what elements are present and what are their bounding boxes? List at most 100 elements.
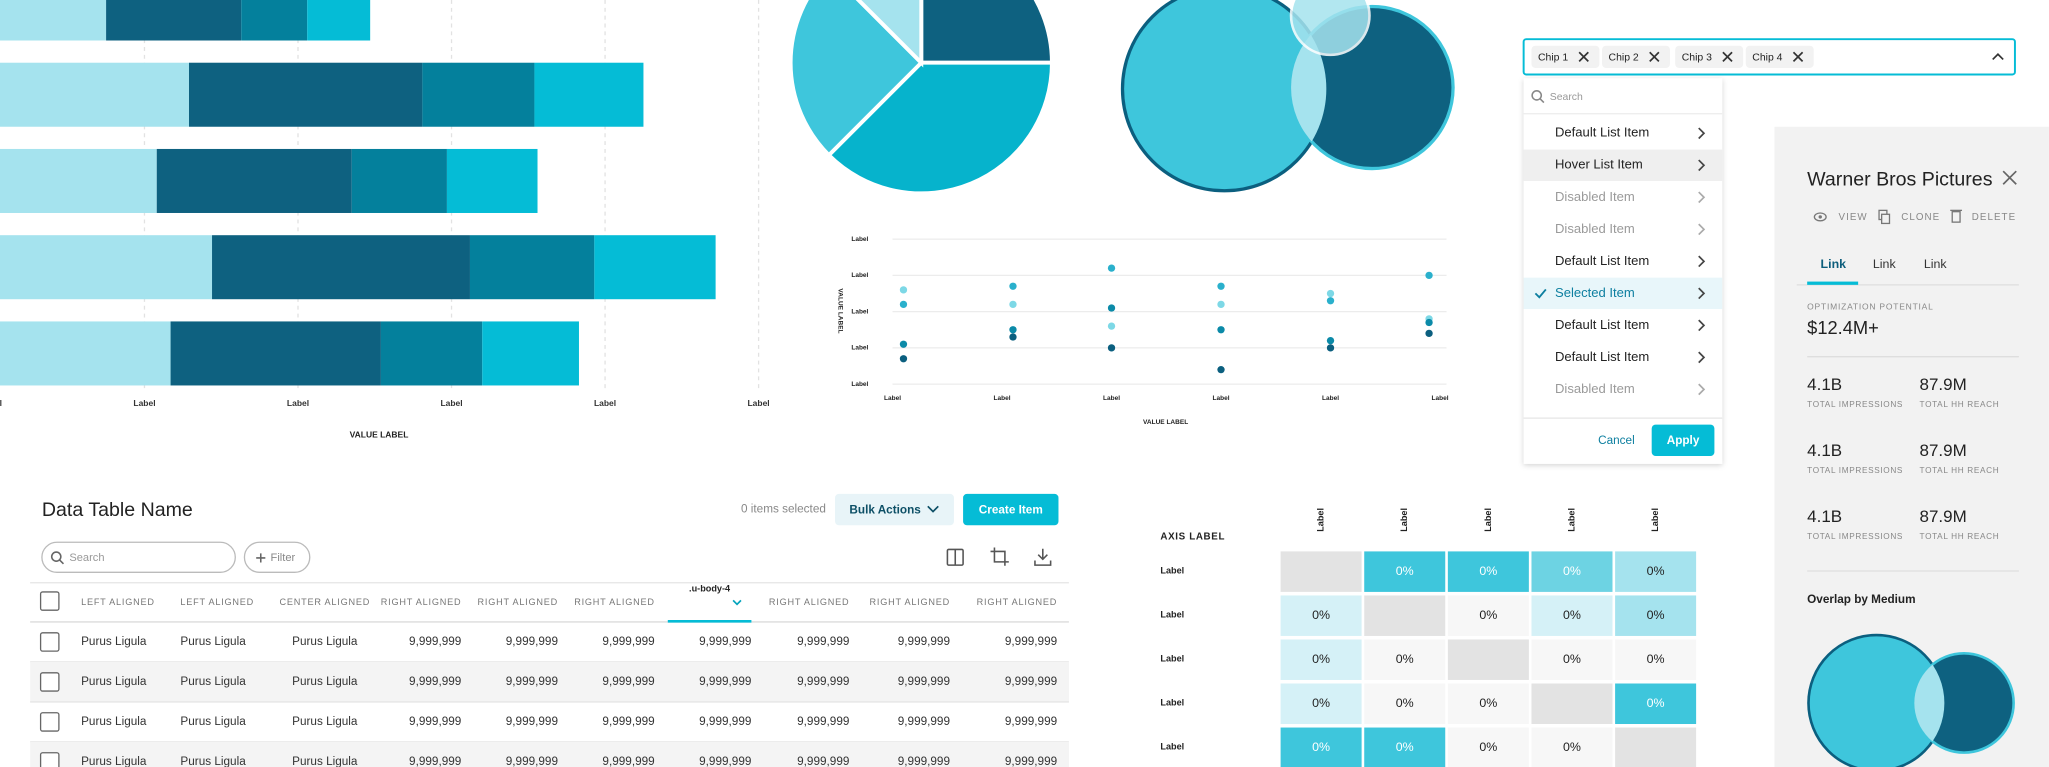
- scatter-point: [1326, 336, 1335, 345]
- venn-overlap: [1914, 653, 1945, 753]
- metric-label: TOTAL IMPRESSIONS: [1807, 532, 1903, 541]
- search-placeholder: Search: [1550, 92, 1583, 103]
- cell-label: 0%: [1563, 740, 1581, 754]
- y-tick-label: Label: [851, 236, 868, 243]
- chip[interactable]: [1675, 45, 1744, 68]
- heat-cell: [1615, 639, 1697, 680]
- column-header[interactable]: RIGHT ALIGNED: [574, 597, 655, 607]
- heat-cell: [1531, 595, 1613, 636]
- scatter-point: [1217, 326, 1225, 334]
- chip-label: Chip 2: [1609, 52, 1639, 63]
- checkbox[interactable]: [39, 632, 60, 652]
- list-item[interactable]: Default List Item: [1555, 349, 1649, 364]
- scatter-point: [1326, 344, 1335, 352]
- chevron-icon: [1698, 159, 1706, 172]
- table-cell: 9,999,999: [1005, 755, 1057, 767]
- tab[interactable]: Link: [1873, 257, 1897, 271]
- list-item[interactable]: Default List Item: [1555, 317, 1649, 332]
- column-header[interactable]: RIGHT ALIGNED: [478, 597, 559, 607]
- close-icon: [1649, 51, 1660, 63]
- apply-button[interactable]: [1651, 424, 1715, 457]
- list-item[interactable]: Hover List Item: [1555, 157, 1643, 172]
- selection-count: 0 items selected: [741, 503, 826, 516]
- tab[interactable]: Link: [1924, 257, 1948, 271]
- table-title: Data Table Name: [42, 499, 193, 521]
- table-cell: 9,999,999: [506, 755, 558, 767]
- table-cell: 9,999,999: [797, 675, 849, 688]
- column-header[interactable]: .u-body-4: [689, 584, 731, 594]
- cell-label: 0%: [1647, 608, 1665, 622]
- scatter-point: [899, 355, 908, 363]
- x-axis-label: VALUE LABEL: [350, 429, 409, 439]
- metric-label: TOTAL HH REACH: [1920, 466, 2000, 475]
- chip-label: Chip 3: [1682, 52, 1712, 63]
- column-header[interactable]: LEFT ALIGNED: [180, 597, 254, 607]
- table-cell: Purus Ligula: [81, 675, 147, 688]
- chevron-icon: [1698, 383, 1706, 396]
- filter-button[interactable]: [243, 541, 311, 573]
- column-header[interactable]: RIGHT ALIGNED: [977, 597, 1058, 607]
- checkbox[interactable]: [39, 672, 60, 692]
- list-item[interactable]: Default List Item: [1555, 125, 1649, 140]
- row-label: Label: [1160, 653, 1184, 663]
- create-button[interactable]: [963, 493, 1059, 526]
- action-link[interactable]: CLONE: [1901, 212, 1940, 223]
- table-cell: 9,999,999: [797, 755, 849, 767]
- action-link[interactable]: VIEW: [1839, 212, 1868, 223]
- pie-slice: [788, 0, 925, 158]
- search-input[interactable]: [41, 541, 236, 573]
- cancel-button[interactable]: Cancel: [1598, 434, 1635, 447]
- bar-segment: [241, 0, 308, 41]
- dropdown-panel: [1523, 78, 1723, 464]
- metric-label: TOTAL HH REACH: [1920, 400, 2000, 409]
- bar-segment: [351, 148, 447, 213]
- metric-value: 4.1B: [1807, 507, 1842, 526]
- table-cell: Purus Ligula: [292, 755, 358, 767]
- list-item[interactable]: Selected Item: [1555, 285, 1635, 300]
- chip[interactable]: [1745, 45, 1814, 68]
- tab-indicator: [1807, 281, 1859, 285]
- bar-segment: [0, 0, 107, 41]
- heat-cell: [1280, 595, 1362, 636]
- metric-value: 4.1B: [1807, 375, 1842, 394]
- x-tick-label: Label: [1103, 395, 1120, 402]
- table-cell: 9,999,999: [602, 635, 654, 648]
- checkbox[interactable]: [39, 752, 60, 767]
- y-axis-label: VALUE LABEL: [837, 288, 844, 333]
- column-header[interactable]: CENTER ALIGNED: [279, 597, 370, 607]
- cell-label: 0%: [1396, 740, 1414, 754]
- heat-cell: [1447, 727, 1529, 767]
- checkbox[interactable]: [39, 591, 60, 611]
- column-header[interactable]: RIGHT ALIGNED: [769, 597, 850, 607]
- column-header[interactable]: RIGHT ALIGNED: [870, 597, 951, 607]
- table-cell: 9,999,999: [1005, 675, 1057, 688]
- cell-label: 0%: [1312, 608, 1330, 622]
- table-cell: 9,999,999: [699, 675, 751, 688]
- column-header[interactable]: LEFT ALIGNED: [81, 597, 155, 607]
- x-tick-label: Label: [1213, 395, 1230, 402]
- bulk-actions-button[interactable]: [835, 493, 954, 526]
- metric-label: TOTAL HH REACH: [1920, 532, 2000, 541]
- table-cell: 9,999,999: [409, 675, 461, 688]
- table-cell: 9,999,999: [506, 675, 558, 688]
- scatter-point: [1009, 333, 1017, 341]
- action-link[interactable]: DELETE: [1972, 212, 2016, 223]
- table-cell: 9,999,999: [699, 715, 751, 728]
- heat-cell: [1447, 683, 1529, 725]
- heat-cell: [1364, 683, 1446, 725]
- bar-segment: [534, 62, 644, 127]
- column-header[interactable]: RIGHT ALIGNED: [381, 597, 462, 607]
- tab[interactable]: Link: [1821, 257, 1847, 271]
- table-cell: Purus Ligula: [180, 635, 246, 648]
- y-tick-label: Label: [851, 381, 868, 388]
- download-icon[interactable]: [1034, 548, 1052, 566]
- table-cell: 9,999,999: [898, 755, 950, 767]
- list-item[interactable]: Default List Item: [1555, 253, 1649, 268]
- bar-segment: [594, 235, 716, 300]
- chip[interactable]: [1531, 45, 1600, 68]
- crop-icon[interactable]: [990, 547, 1009, 566]
- cell-label: 0%: [1563, 608, 1581, 622]
- chevron-icon: [1698, 255, 1706, 268]
- checkbox[interactable]: [39, 712, 60, 732]
- chip[interactable]: [1602, 45, 1670, 68]
